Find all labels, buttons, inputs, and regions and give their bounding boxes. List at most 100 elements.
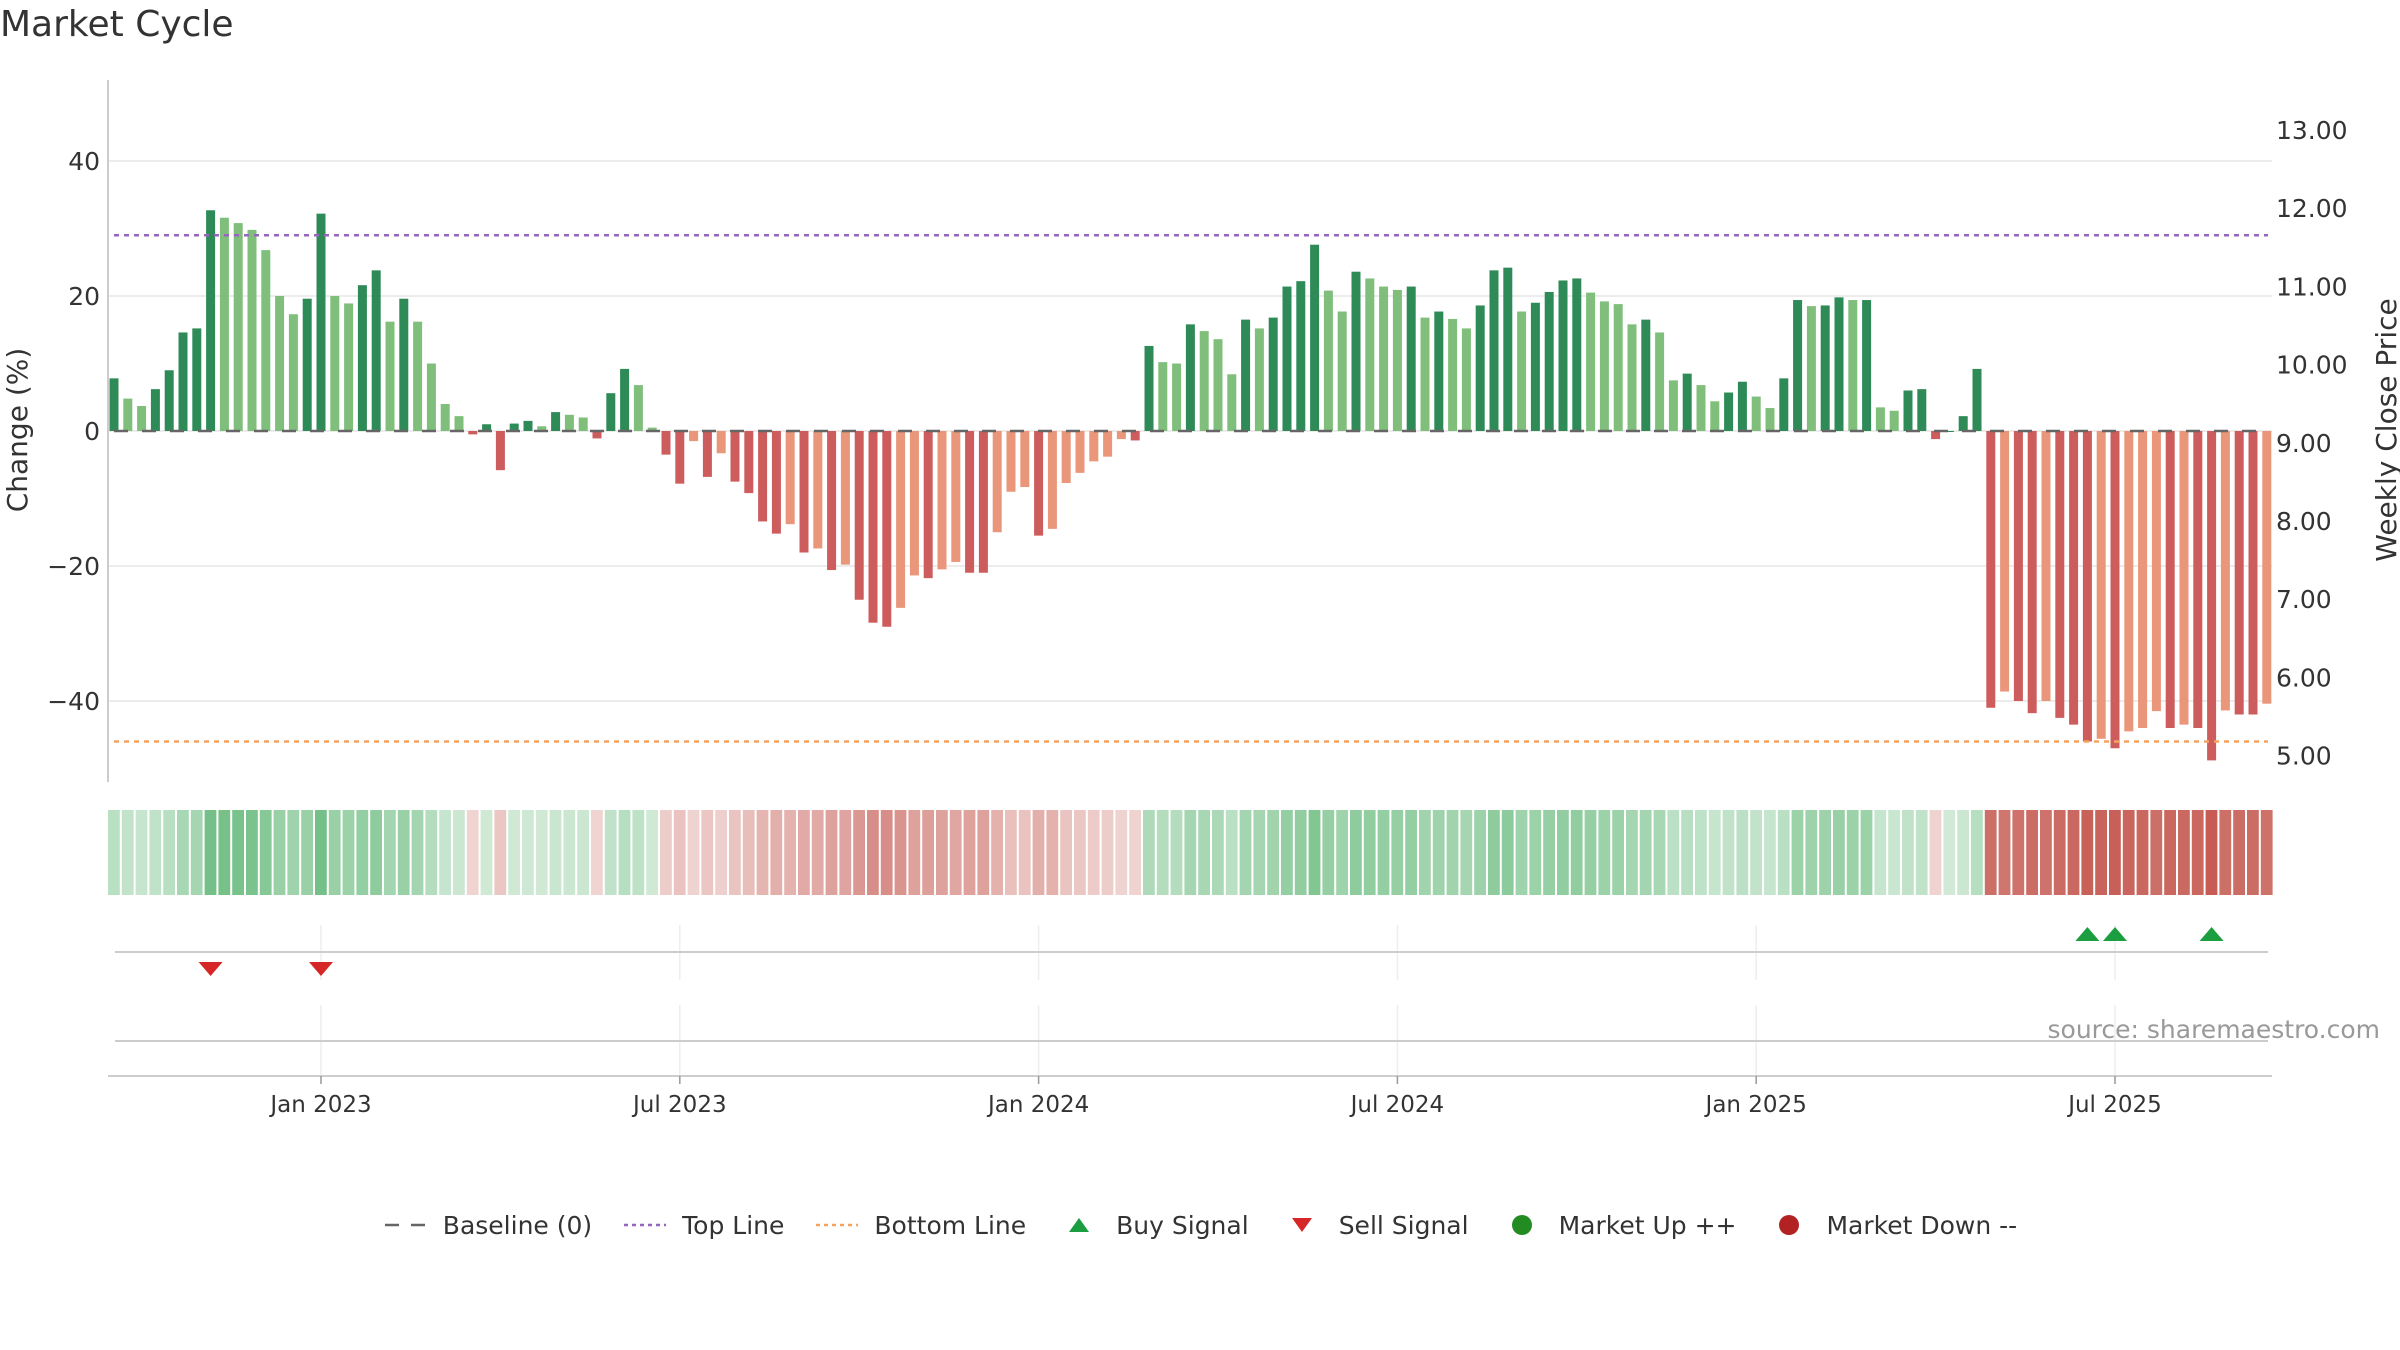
change-bar <box>647 427 657 431</box>
legend-swatch <box>1069 1218 1090 1232</box>
heat-cell <box>2191 810 2204 895</box>
heat-cell <box>2053 810 2066 895</box>
legend-item[interactable]: Market Down -- <box>1766 1211 2017 1240</box>
legend-item[interactable]: Sell Signal <box>1279 1211 1469 1240</box>
heat-cell <box>1074 810 1086 895</box>
heat-cell <box>549 810 562 895</box>
change-bar <box>620 368 630 431</box>
change-bar <box>1116 431 1126 440</box>
legend-swatch <box>1291 1218 1312 1232</box>
change-bar <box>840 431 850 565</box>
change-bar <box>454 416 464 431</box>
legend-item[interactable]: Bottom Line <box>814 1211 1026 1240</box>
change-bar <box>2207 431 2217 761</box>
heat-cell <box>2205 810 2218 895</box>
x-tick-label: Jan 2023 <box>268 1092 371 1118</box>
heat-cell <box>577 810 589 895</box>
heat-cell <box>535 810 548 895</box>
change-bar <box>2138 431 2148 728</box>
change-bar <box>109 378 119 431</box>
heat-cell <box>259 810 272 895</box>
heat-cell <box>370 810 382 895</box>
heat-cell <box>2260 810 2273 895</box>
legend-item[interactable]: Market Up ++ <box>1499 1211 1736 1240</box>
legend-swatch <box>816 1223 859 1227</box>
change-bar <box>1323 290 1333 431</box>
change-bar <box>951 431 961 562</box>
heat-cell <box>397 810 410 895</box>
heat-cell <box>2136 810 2149 895</box>
change-bar <box>1489 270 1499 431</box>
heat-cell <box>1143 810 1155 895</box>
change-bar <box>399 298 409 431</box>
change-bar <box>1724 392 1734 431</box>
axis-labels: Change (%) Weekly Close Price <box>1 298 2400 561</box>
legend-swatch <box>384 1223 427 1227</box>
change-bar <box>1227 374 1237 431</box>
heat-cell <box>2164 810 2176 895</box>
heat-cell <box>2095 810 2107 895</box>
change-bar <box>1710 401 1720 431</box>
change-bar <box>123 398 133 431</box>
change-bar <box>1682 373 1692 431</box>
triangle-up-icon <box>1069 1218 1090 1232</box>
heat-cell <box>1225 810 1238 895</box>
circle-icon <box>1511 1215 1532 1235</box>
heat-cell <box>701 810 714 895</box>
change-bar <box>1779 378 1789 431</box>
change-bar <box>2234 431 2244 715</box>
heat-cell <box>825 810 838 895</box>
heat-cell <box>729 810 741 895</box>
change-bar <box>1185 324 1195 431</box>
heat-cell <box>1764 810 1776 895</box>
heat-cell <box>1902 810 1914 895</box>
change-bar <box>275 296 285 431</box>
legend-label: Market Down -- <box>1826 1210 2018 1240</box>
change-bar <box>2124 431 2134 732</box>
change-bar <box>1751 396 1761 431</box>
change-bar <box>1475 305 1485 431</box>
change-bar <box>799 431 809 553</box>
change-bar <box>385 321 395 431</box>
change-bar <box>1296 281 1306 431</box>
legend-swatch <box>1511 1215 1532 1235</box>
y-tick-label: 40 <box>68 147 100 176</box>
heat-cell <box>977 810 990 895</box>
heat-cell <box>1929 810 1942 895</box>
change-bar <box>1172 363 1182 431</box>
heat-cell <box>1584 810 1597 895</box>
change-bar <box>633 385 643 431</box>
legend-item[interactable]: Top Line <box>622 1211 784 1240</box>
heat-cell <box>936 810 948 895</box>
change-bar <box>1765 408 1775 431</box>
change-bar <box>2069 431 2079 725</box>
change-bar <box>178 332 188 431</box>
heat-cell <box>1805 810 1818 895</box>
y-tick-label: 0 <box>84 417 100 446</box>
heat-cell <box>425 810 438 895</box>
change-bar <box>1572 278 1582 431</box>
heat-cell <box>1736 810 1749 895</box>
change-bar <box>1006 431 1016 492</box>
source-credit: source: sharemaestro.com <box>2047 1015 2381 1044</box>
heat-cell <box>922 810 934 895</box>
chart-title: Market Cycle <box>0 4 234 45</box>
change-bar <box>758 431 768 522</box>
change-bar <box>1530 302 1540 431</box>
change-bar <box>1793 300 1803 431</box>
heat-cell <box>1943 810 1956 895</box>
buy-signal-marker <box>2199 927 2224 941</box>
change-bar <box>2013 431 2023 701</box>
change-bars <box>109 210 2272 761</box>
heat-cell <box>273 810 286 895</box>
change-bar <box>261 250 271 431</box>
legend-item[interactable]: Baseline (0) <box>383 1211 592 1240</box>
heat-cell <box>1888 810 1900 895</box>
change-bar <box>1089 431 1099 462</box>
legend-item[interactable]: Buy Signal <box>1056 1211 1249 1240</box>
change-bar <box>468 431 478 435</box>
change-bar <box>1020 431 1030 488</box>
y-left-axis-title: Change (%) <box>1 348 34 513</box>
x-tick-label: Jul 2025 <box>2066 1092 2162 1118</box>
